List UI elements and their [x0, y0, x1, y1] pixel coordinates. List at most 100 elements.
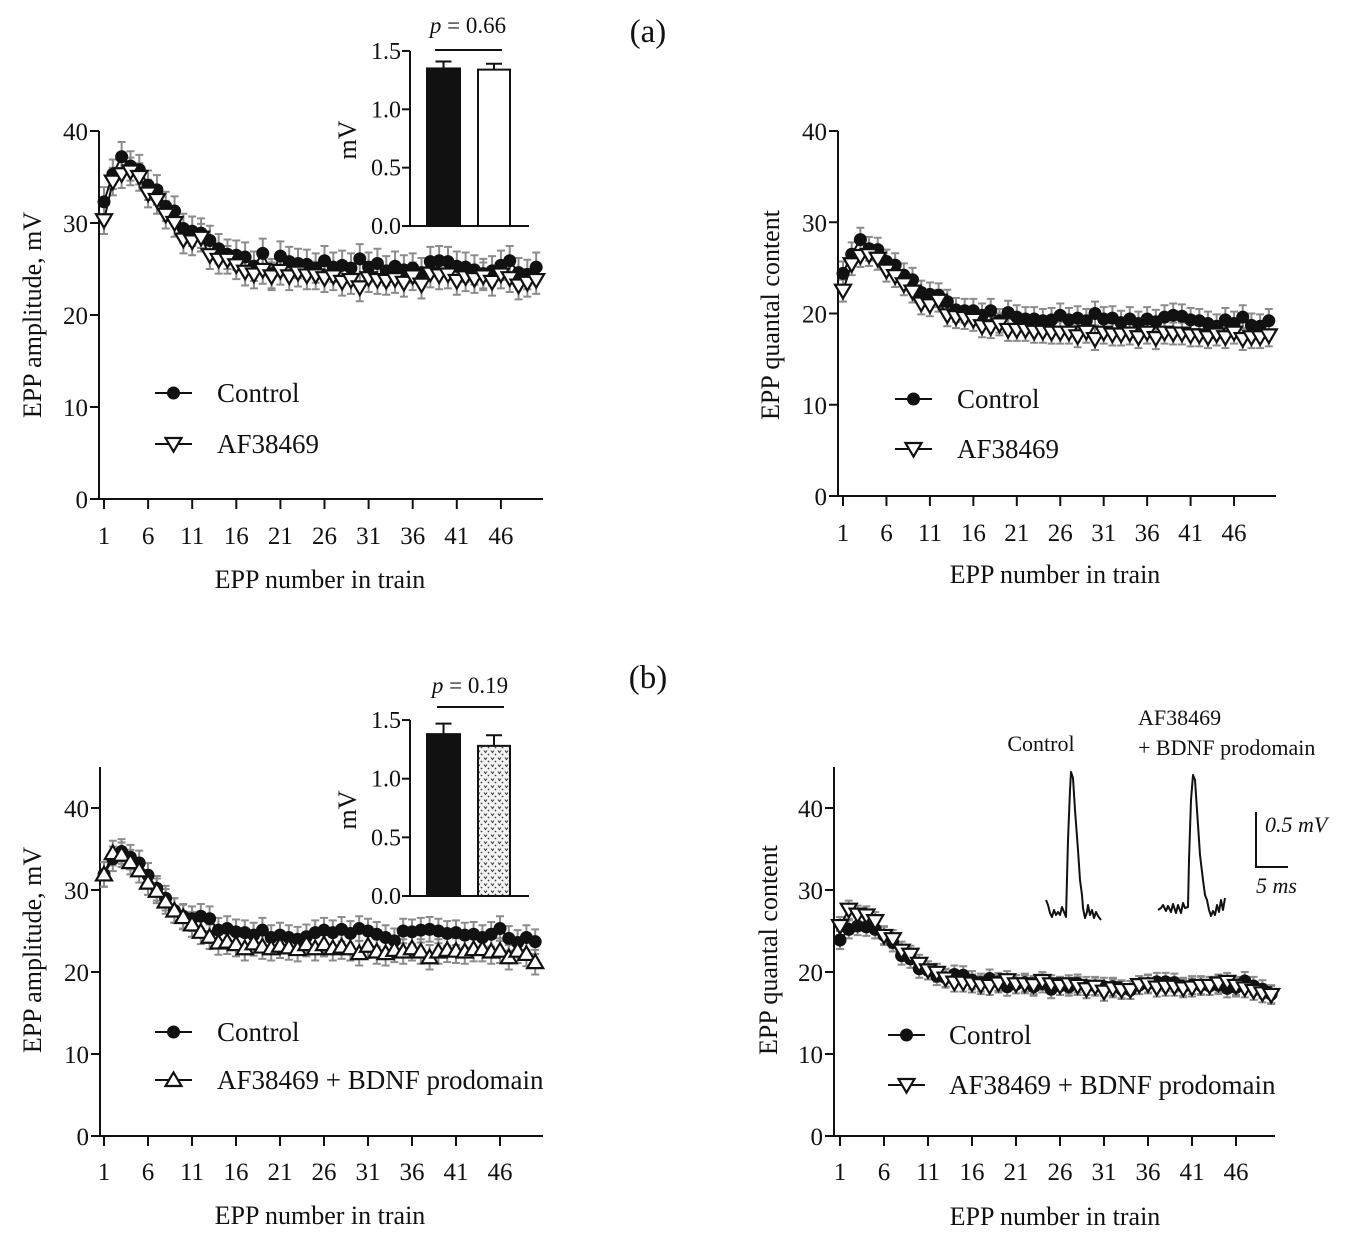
data-point [102, 174, 123, 192]
y-tick-label: 0 [815, 484, 828, 511]
data-point [164, 900, 185, 918]
legend-marker-icon [163, 436, 184, 454]
legend: Control AF38469 + BDNF prodomain [155, 1017, 544, 1095]
trace-label-control: Control [1007, 731, 1074, 756]
data-point [191, 230, 211, 248]
data-point [528, 935, 542, 949]
epp-trace-treated [1157, 774, 1226, 917]
legend-label: AF38469 + BDNF prodomain [949, 1070, 1276, 1100]
legend-marker-icon [167, 1025, 180, 1039]
x-tick-label: 11 [916, 1159, 940, 1186]
inset-y-tick-label: 0.0 [371, 884, 401, 910]
data-point [370, 256, 384, 270]
panel-label-b: (b) [629, 660, 667, 696]
x-tick-label: 6 [878, 1159, 891, 1186]
data-point [919, 298, 940, 316]
x-tick-label: 1 [98, 1159, 111, 1186]
legend-marker-icon [896, 1077, 917, 1095]
legend-label: Control [957, 384, 1040, 414]
data-point [1236, 310, 1250, 324]
data-point [490, 940, 510, 958]
data-point [155, 207, 176, 225]
y-tick-label: 0 [77, 1124, 90, 1151]
data-point [199, 926, 220, 944]
x-tick-label: 11 [180, 523, 204, 550]
series-markers-treated [94, 843, 546, 970]
data-point [410, 941, 431, 959]
legend-marker-icon [163, 1070, 184, 1088]
trace-label-treated-line2: + BDNF prodomain [1138, 735, 1315, 760]
x-tick-label: 31 [1091, 520, 1116, 547]
data-point [344, 261, 358, 275]
y-tick-label: 10 [798, 1042, 823, 1069]
data-point [1258, 328, 1279, 346]
panel-label-a: (a) [630, 14, 667, 50]
data-point [482, 274, 503, 292]
legend-marker-icon [167, 386, 180, 400]
legend-marker-icon [903, 441, 924, 459]
data-point [836, 266, 850, 280]
data-point [984, 304, 998, 318]
chart-a-amplitude-inset: 0.0 0.5 1.0 1.5 mV p = 0.66 [333, 13, 529, 240]
y-tick-label: 10 [802, 393, 827, 420]
x-tick-label: 6 [880, 520, 893, 547]
chart-b-amplitude-inset: 0.0 0.5 1.0 1.5 mV p = 0.19 [333, 673, 529, 910]
bar-control [426, 67, 461, 227]
data-point [349, 280, 370, 298]
legend: Control AF38469 [895, 384, 1059, 464]
x-axis-title: EPP number in train [215, 1201, 426, 1230]
inset-y-axis-title: mV [333, 790, 362, 829]
x-tick-label: 36 [400, 523, 425, 550]
data-point [833, 933, 847, 947]
x-tick-label: 1 [837, 520, 850, 547]
legend-marker-icon [900, 1028, 913, 1042]
y-tick-label: 30 [798, 878, 823, 905]
data-point [411, 277, 432, 295]
p-value: = 0.19 [443, 673, 508, 698]
bar-error [435, 722, 452, 735]
legend-label: AF38469 + BDNF prodomain [217, 1065, 544, 1095]
x-tick-label: 6 [142, 523, 155, 550]
legend-label: Control [949, 1020, 1032, 1050]
x-tick-label: 16 [961, 520, 986, 547]
data-point [1128, 330, 1149, 347]
data-point [1215, 330, 1236, 347]
bar-control [426, 733, 461, 897]
data-point [164, 215, 185, 233]
inset-y-tick-label: 1.0 [371, 767, 401, 793]
x-tick-label: 26 [312, 1159, 337, 1186]
y-tick-label: 30 [802, 210, 827, 237]
inset-y-tick-label: 0.5 [371, 156, 401, 182]
data-point [402, 269, 423, 287]
data-point [115, 150, 129, 164]
x-tick-label: 21 [1004, 520, 1029, 547]
x-tick-label: 36 [1135, 520, 1160, 547]
x-tick-label: 31 [1092, 1159, 1117, 1186]
data-point [1085, 331, 1105, 349]
data-point [146, 881, 167, 898]
data-point [902, 284, 923, 302]
data-point [182, 914, 202, 932]
x-tick-label: 41 [444, 523, 469, 550]
x-tick-label: 46 [1222, 520, 1247, 547]
x-tick-label: 1 [834, 1159, 847, 1186]
scale-amplitude-label: 0.5 mV [1265, 812, 1330, 837]
p-symbol: p [430, 673, 444, 698]
y-tick-label: 40 [64, 796, 89, 823]
data-point [94, 864, 114, 882]
data-point [853, 233, 867, 247]
scale-bar [1255, 812, 1288, 868]
y-tick-label: 20 [64, 960, 89, 987]
data-point [830, 918, 850, 936]
data-point [255, 923, 269, 937]
y-tick-label: 0 [76, 487, 89, 514]
data-point [203, 912, 217, 926]
inset-y-tick-label: 1.5 [371, 39, 401, 65]
y-tick-label: 20 [63, 303, 88, 330]
bar-treated [477, 744, 511, 898]
x-tick-label: 31 [356, 523, 381, 550]
